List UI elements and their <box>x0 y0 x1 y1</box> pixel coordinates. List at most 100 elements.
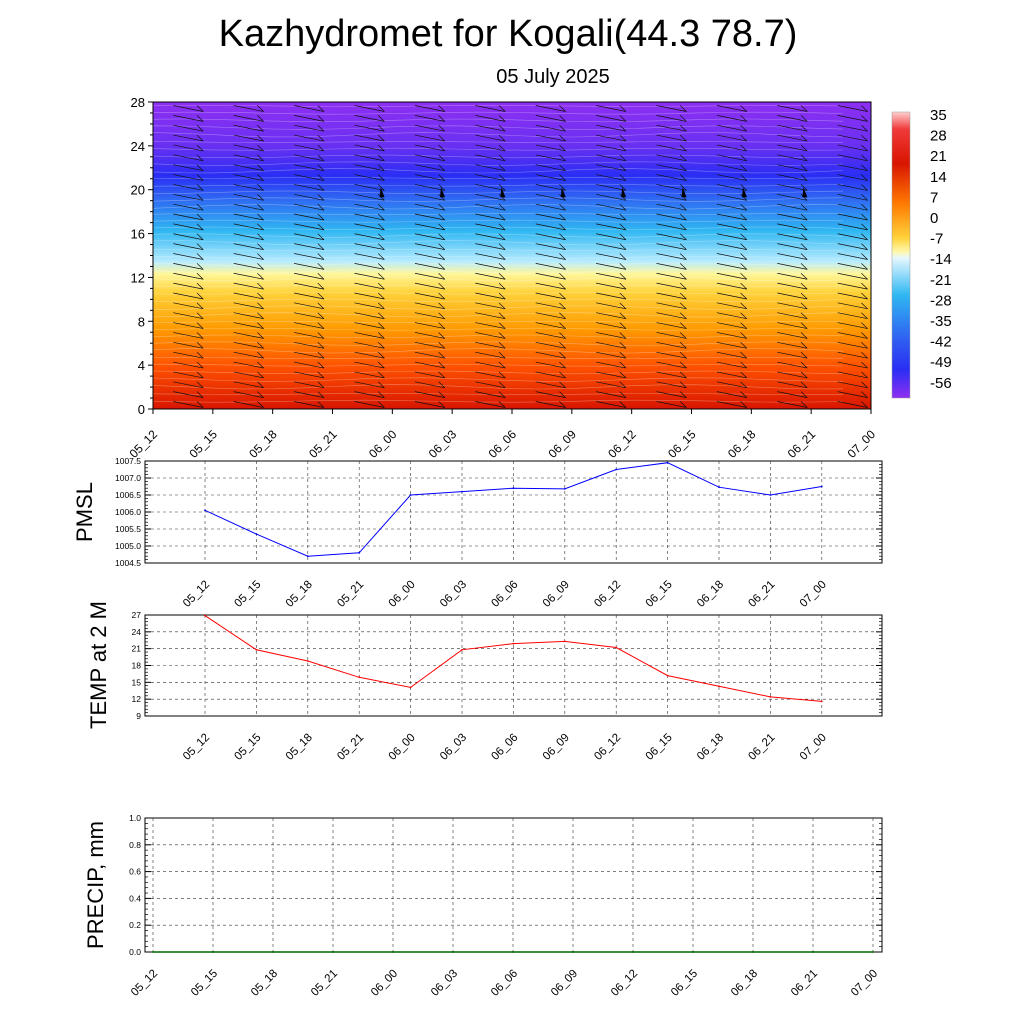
x-tick-label: 06_21 <box>746 732 777 763</box>
data-point <box>409 494 412 496</box>
wind-barb <box>317 174 325 181</box>
wind-barb-feather <box>596 361 627 369</box>
panel-frame <box>144 817 883 953</box>
wind-barb-feather <box>414 332 445 339</box>
data-point <box>666 674 669 677</box>
wind-barb-feather <box>354 164 385 172</box>
wind-barb-feather <box>535 341 566 349</box>
wind-barb-feather <box>294 144 325 152</box>
wind-barb-feather <box>596 332 627 339</box>
wind-barb <box>498 302 506 310</box>
colorbar-label: 0 <box>930 210 938 227</box>
wind-barb-feather <box>535 134 566 142</box>
wind-barb-pennant <box>621 187 627 198</box>
x-tick-label: 06_12 <box>605 427 639 461</box>
wind-barb <box>196 124 204 132</box>
wind-barb-feather <box>294 253 325 260</box>
wind-barb-feather <box>414 391 445 398</box>
wind-barb-feather <box>294 351 325 359</box>
wind-barb-feather <box>414 164 445 172</box>
wind-barb-feather <box>777 223 808 231</box>
wind-barb-feather <box>837 302 868 310</box>
wind-barb <box>559 213 566 221</box>
wind-barb <box>317 322 325 329</box>
wind-barb-feather <box>716 312 747 320</box>
wind-barb <box>196 174 204 181</box>
wind-barb-feather <box>475 302 506 310</box>
wind-barb-feather <box>656 213 687 221</box>
wind-barb <box>498 105 506 112</box>
wind-barb <box>619 302 627 310</box>
wind-barb-feather <box>656 341 687 349</box>
colorbar-label: 14 <box>930 169 947 186</box>
wind-barb <box>498 164 506 171</box>
contour-line <box>152 226 844 231</box>
wind-barb-pennant <box>560 187 566 198</box>
wind-barb <box>196 194 204 201</box>
contour-line <box>152 249 844 251</box>
wind-barb-feather <box>596 174 627 181</box>
contour-line <box>152 255 844 259</box>
heatmap-y-axis: 0 4 8 12 16 20 24 28 <box>131 95 153 417</box>
wind-barb <box>679 391 687 398</box>
wind-barb-feather <box>414 184 445 191</box>
y-tick-label: 24 <box>132 627 142 637</box>
x-tick-label: 05_18 <box>284 732 315 763</box>
wind-barb-feather <box>535 223 566 231</box>
y-tick-label: 0.8 <box>129 840 141 850</box>
wind-barb <box>619 332 627 339</box>
wind-barb <box>740 351 748 359</box>
wind-barb <box>377 351 385 359</box>
wind-barb-feather <box>535 154 566 162</box>
wind-barb-feather <box>233 213 264 221</box>
wind-barb <box>196 282 204 290</box>
wind-barb <box>861 223 868 231</box>
wind-barb-feather <box>535 105 566 112</box>
wind-barb <box>800 164 808 171</box>
wind-barb <box>861 282 868 290</box>
wind-barb <box>438 391 446 398</box>
wind-barb <box>559 253 566 260</box>
wind-barb <box>861 312 868 319</box>
wind-barb <box>498 391 506 398</box>
wind-barb-feather <box>233 144 264 152</box>
contour-line <box>152 348 844 354</box>
data-point <box>752 951 754 953</box>
wind-barb <box>438 282 446 290</box>
wind-barb-feather <box>294 154 325 162</box>
wind-barb <box>559 401 566 408</box>
wind-barb <box>619 194 627 201</box>
wind-barb-feather <box>716 154 747 162</box>
wind-barb-feather <box>233 253 264 260</box>
wind-barb-feather <box>173 174 204 181</box>
wind-barb <box>800 391 808 398</box>
wind-barb-feather <box>656 134 687 142</box>
wind-barb <box>740 154 748 162</box>
wind-barb-feather <box>656 115 687 122</box>
wind-barb-feather <box>475 322 506 329</box>
wind-barb-feather <box>656 124 687 132</box>
wind-barb <box>861 263 868 270</box>
wind-barb <box>257 351 264 359</box>
wind-barb-feather <box>294 332 325 339</box>
wind-barb-feather <box>354 263 385 270</box>
wind-barb-feather <box>475 401 506 408</box>
wind-barb-feather <box>596 312 627 320</box>
wind-barb <box>438 164 446 171</box>
wind-barb-feather <box>475 105 506 112</box>
wind-barb-feather <box>354 203 385 211</box>
wind-barb-feather <box>233 371 264 379</box>
x-tick-label: 06_21 <box>785 427 819 461</box>
wind-barb <box>317 391 325 398</box>
wind-barb <box>257 361 264 369</box>
y-tick-label: 1.0 <box>129 813 141 823</box>
wind-barb <box>257 312 264 319</box>
heatmap-x-axis: 05_12 05_15 05_18 05_21 06_00 06_03 06_06 06_09… <box>127 409 878 461</box>
wind-barb-feather <box>173 124 204 132</box>
wind-barb <box>679 361 687 369</box>
wind-barb-feather <box>596 263 627 270</box>
wind-barb-feather <box>294 223 325 231</box>
wind-barb <box>861 124 868 132</box>
wind-barb <box>377 223 385 231</box>
wind-barb <box>619 233 627 241</box>
